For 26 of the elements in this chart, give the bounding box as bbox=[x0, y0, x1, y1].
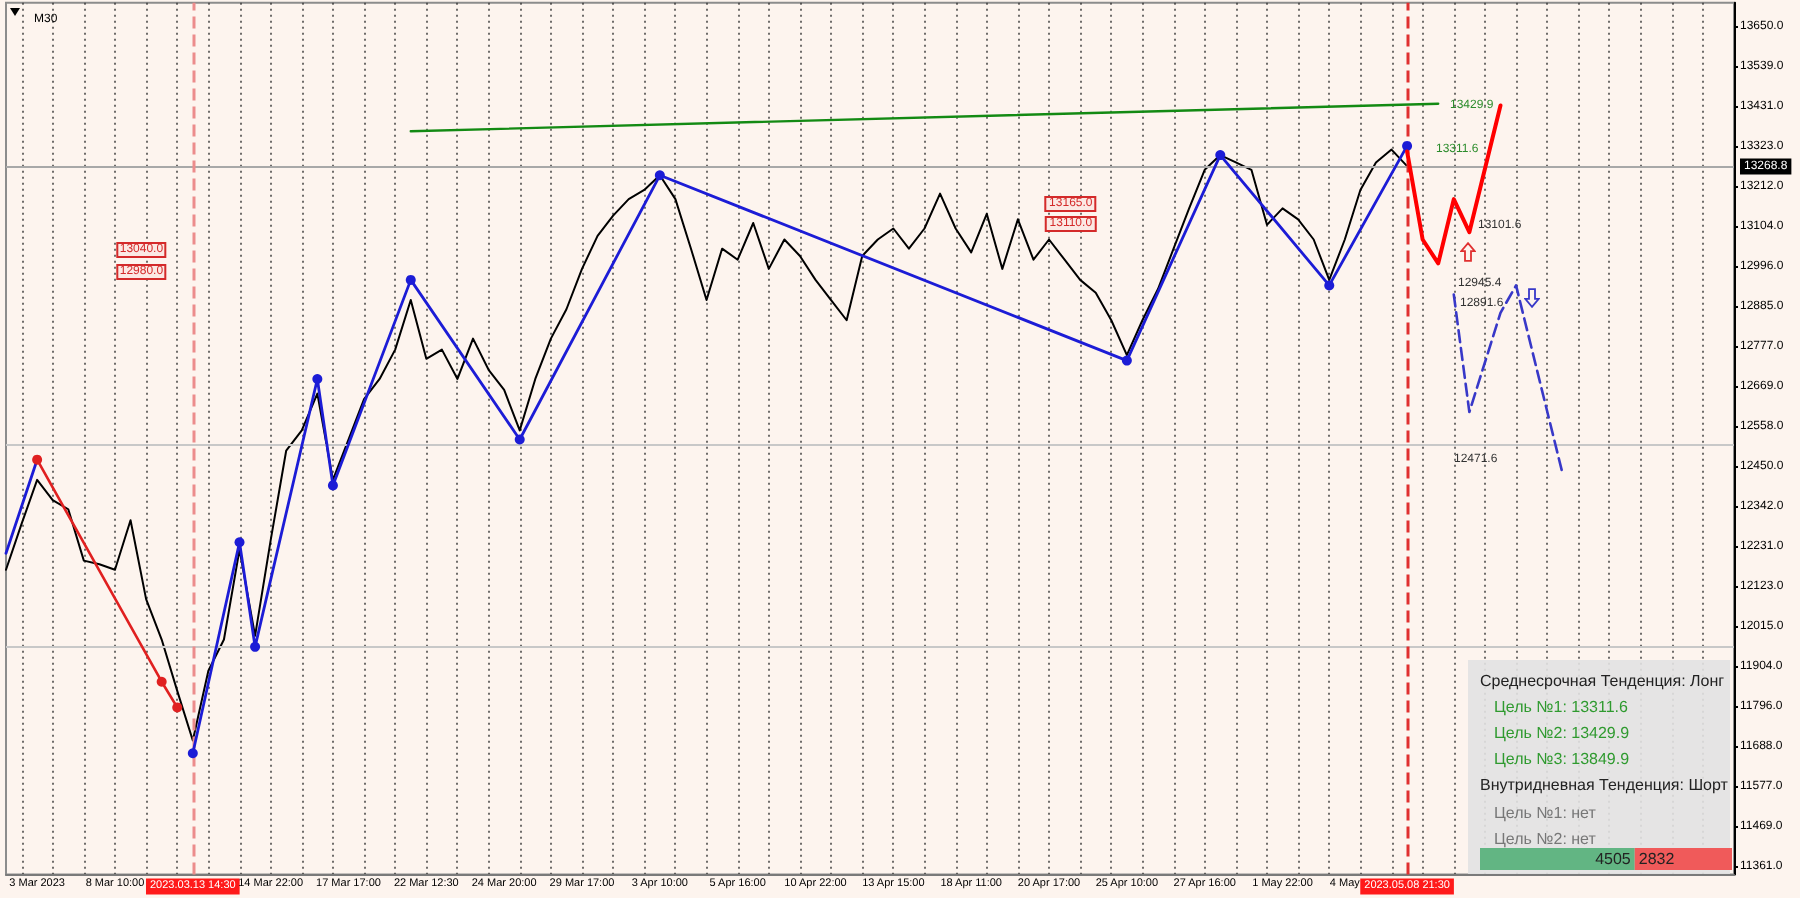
point bbox=[172, 702, 183, 713]
point bbox=[250, 641, 261, 652]
data-label: 2832 bbox=[1638, 850, 1676, 868]
point bbox=[405, 274, 416, 285]
point bbox=[1215, 150, 1226, 161]
line-series bbox=[1452, 284, 1565, 476]
point bbox=[654, 170, 665, 181]
point bbox=[187, 748, 198, 759]
point bbox=[327, 480, 338, 491]
annotation: Цель №1: 13311.6 bbox=[1494, 698, 1628, 717]
annotation: Цель №2: 13429.9 bbox=[1494, 724, 1630, 743]
point bbox=[1324, 280, 1335, 291]
point bbox=[312, 373, 323, 384]
annotation: Цель №3: 13849.9 bbox=[1494, 750, 1630, 769]
point bbox=[156, 676, 167, 687]
annotation: Среднесрочная Тенденция: Лонг bbox=[1480, 672, 1725, 690]
point bbox=[1121, 355, 1132, 366]
point bbox=[234, 537, 245, 548]
point bbox=[1402, 140, 1413, 151]
annotation: Цель №1: нет bbox=[1494, 803, 1596, 821]
annotation: Цель №2: нет bbox=[1494, 829, 1596, 848]
line-series bbox=[5, 148, 1409, 742]
point bbox=[32, 454, 43, 465]
point bbox=[514, 434, 525, 445]
data-label: 4505 bbox=[1595, 850, 1632, 868]
annotation: Внутридневная Тенденция: Шорт bbox=[1480, 776, 1728, 795]
